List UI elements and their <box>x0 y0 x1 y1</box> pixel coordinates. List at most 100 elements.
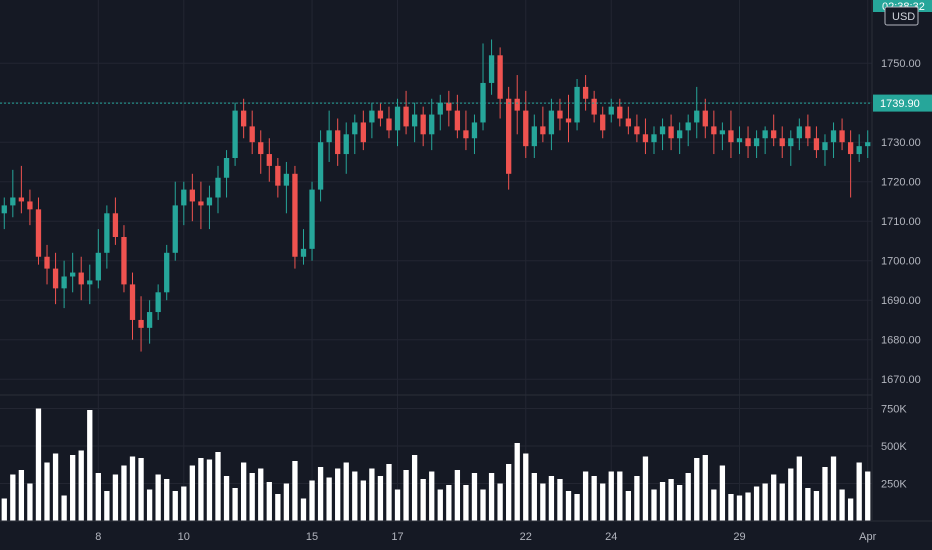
volume-bar <box>779 483 785 521</box>
candle-body <box>1 205 7 214</box>
candle-body <box>463 130 469 139</box>
time-axis[interactable]: 8101517222429Apr57 <box>95 531 932 543</box>
candle-body <box>215 177 221 198</box>
candle-body <box>822 142 828 151</box>
price-tick-label: 1680.00 <box>881 335 921 347</box>
volume-bar <box>352 471 358 521</box>
volume-bar <box>155 474 161 521</box>
volume-bar <box>146 489 153 521</box>
volume-bar <box>232 488 238 521</box>
candle-body <box>386 118 392 131</box>
volume-bar <box>565 491 572 521</box>
candle-body <box>206 197 213 206</box>
volume-bar <box>600 483 606 521</box>
volume-bar <box>488 473 495 521</box>
price-candles <box>1 39 871 352</box>
volume-bar <box>719 465 726 521</box>
volume-bar <box>574 494 580 521</box>
volume-bar <box>753 486 760 521</box>
price-tick-label: 1750.00 <box>881 58 921 70</box>
candle-body <box>377 110 384 119</box>
candle-body <box>121 237 127 285</box>
candle-body <box>198 201 204 206</box>
volume-bar <box>865 471 871 521</box>
volume-bar <box>471 473 478 521</box>
candle-body <box>574 86 580 123</box>
currency-badge[interactable]: USD <box>884 6 919 26</box>
candle-body <box>292 173 298 257</box>
volume-bar <box>676 485 683 521</box>
candle-body <box>249 126 255 143</box>
time-tick-label: 22 <box>520 531 532 543</box>
volume-bar <box>506 464 512 521</box>
volume-bar <box>788 468 794 521</box>
candle-body <box>548 110 555 135</box>
candle-body <box>283 173 290 186</box>
candle-body <box>78 272 84 285</box>
candle-body <box>847 142 854 155</box>
candle-body <box>335 130 341 155</box>
volume-bar <box>856 462 862 521</box>
candle-body <box>394 106 401 131</box>
volume-bar <box>35 408 42 521</box>
volume-bar <box>335 468 341 521</box>
candle-body <box>18 197 25 202</box>
candle-body <box>531 126 537 147</box>
volume-bar <box>403 470 409 521</box>
candle-body <box>582 86 589 99</box>
candle-body <box>497 55 503 99</box>
volume-bar <box>651 489 657 521</box>
volume-bar <box>420 479 426 521</box>
candle-body <box>856 146 862 155</box>
volume-bar <box>112 474 119 521</box>
price-tick-label: 1700.00 <box>881 256 921 268</box>
candle-body <box>771 130 777 139</box>
candle-body <box>668 126 674 139</box>
candle-body <box>728 130 734 143</box>
candle-body <box>403 106 409 127</box>
candle-body <box>112 213 119 237</box>
volume-bar <box>309 480 315 521</box>
volume-bar <box>437 489 443 521</box>
volume-axis[interactable]: 250K 500K 750K <box>881 404 907 491</box>
volume-bar <box>138 458 144 521</box>
volume-bar <box>446 485 452 521</box>
volume-bar <box>172 491 178 521</box>
price-axis[interactable]: 1670.00 1680.00 1690.00 1700.00 1710.00 1720.… <box>881 58 921 386</box>
candle-body <box>865 142 871 147</box>
price-tick-label: 1710.00 <box>881 216 921 228</box>
candle-body <box>10 197 16 206</box>
candle-body <box>634 126 640 135</box>
volume-bar <box>429 471 435 521</box>
volume-bar <box>386 464 392 521</box>
candle-body <box>719 130 726 135</box>
candle-body <box>189 189 196 202</box>
volume-bar <box>121 465 127 521</box>
candle-body <box>446 102 452 111</box>
volume-bar <box>61 495 67 521</box>
volume-bar <box>164 479 170 521</box>
volume-bar <box>813 491 820 521</box>
candle-body <box>830 130 837 143</box>
volume-bar <box>771 474 777 521</box>
volume-bar <box>736 495 743 521</box>
candle-body <box>52 268 59 289</box>
volume-bar <box>223 476 230 521</box>
volume-tick-label: 250K <box>881 479 907 491</box>
price-tick-label: 1730.00 <box>881 137 921 149</box>
volume-bar <box>27 483 33 521</box>
candle-body <box>779 138 785 147</box>
candle-body <box>155 292 161 313</box>
volume-bar <box>266 482 272 521</box>
candle-body <box>146 312 153 328</box>
time-tick-label: 17 <box>391 531 403 543</box>
volume-bar <box>18 470 25 521</box>
volume-bar <box>275 494 281 521</box>
volume-bar <box>685 473 691 521</box>
candle-body <box>753 138 760 147</box>
candle-body <box>309 189 315 249</box>
volume-bar <box>745 492 751 521</box>
volume-bar <box>360 480 366 521</box>
